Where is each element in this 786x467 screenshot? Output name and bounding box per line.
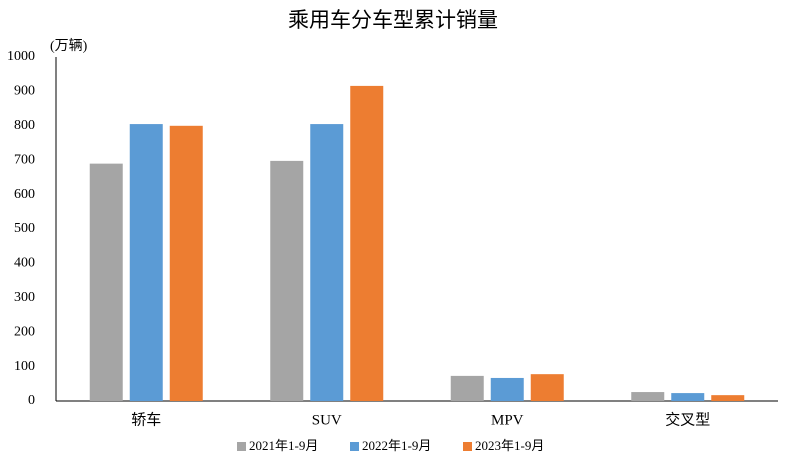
- y-tick-label: 200: [14, 324, 35, 339]
- y-tick-label: 300: [14, 290, 35, 305]
- legend-label: 2021年1-9月: [249, 438, 318, 453]
- x-tick-label: SUV: [312, 412, 342, 428]
- legend-swatch: [237, 442, 246, 451]
- bar: [350, 85, 384, 402]
- bar: [129, 124, 163, 401]
- y-tick-label: 900: [14, 84, 35, 99]
- bar: [89, 163, 123, 401]
- y-tick-label: 700: [14, 152, 35, 167]
- bar: [169, 125, 203, 402]
- legend-label: 2022年1-9月: [362, 438, 431, 453]
- bar: [671, 393, 705, 401]
- legend-label: 2023年1-9月: [475, 438, 544, 453]
- y-tick-label: 0: [28, 393, 35, 408]
- y-tick-label: 100: [14, 359, 35, 374]
- bar: [270, 160, 304, 401]
- bar: [530, 374, 564, 401]
- x-tick-label: MPV: [491, 412, 524, 428]
- bar: [310, 124, 344, 401]
- y-tick-label: 600: [14, 187, 35, 202]
- bar: [450, 375, 484, 401]
- bar: [631, 392, 665, 401]
- y-tick-label: 400: [14, 256, 35, 271]
- y-axis-label: (万辆): [50, 38, 88, 54]
- chart-title: 乘用车分车型累计销量: [288, 8, 498, 32]
- y-tick-label: 1000: [7, 49, 35, 64]
- bar: [490, 377, 524, 401]
- legend-swatch: [350, 442, 359, 451]
- y-tick-label: 800: [14, 118, 35, 133]
- legend-swatch: [463, 442, 472, 451]
- y-tick-label: 500: [14, 221, 35, 236]
- x-tick-label: 交叉型: [665, 410, 710, 428]
- x-tick-label: 轿车: [131, 411, 161, 428]
- bar: [711, 395, 745, 401]
